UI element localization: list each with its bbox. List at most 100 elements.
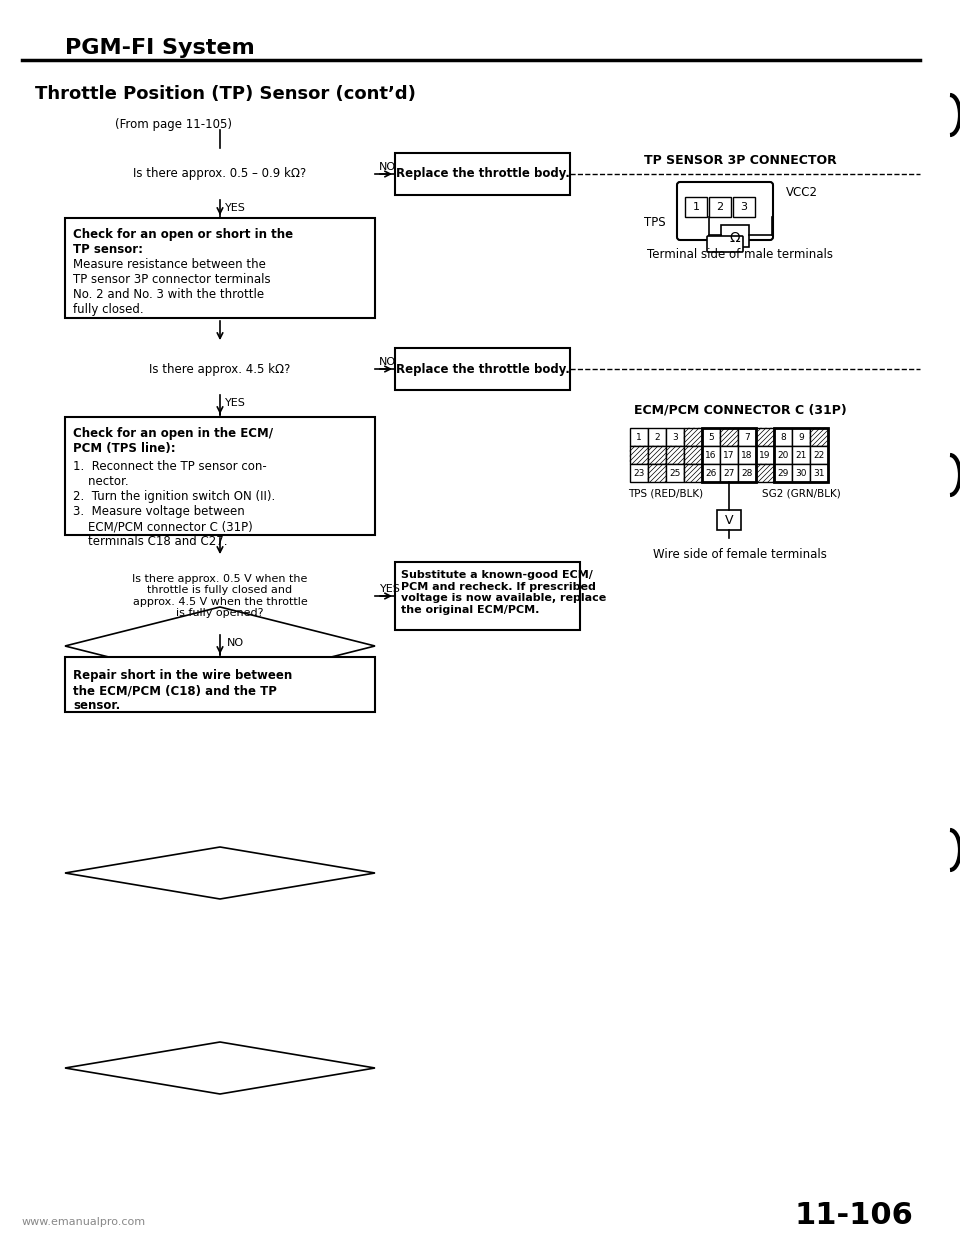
Text: YES: YES: [379, 584, 400, 594]
Polygon shape: [65, 1042, 375, 1094]
Bar: [702, 465, 720, 482]
Bar: [395, 561, 580, 630]
FancyBboxPatch shape: [707, 236, 743, 252]
Text: 1.  Reconnect the TP sensor con-
    nector.
2.  Turn the ignition switch ON (II: 1. Reconnect the TP sensor con- nector. …: [73, 460, 276, 548]
Text: 31: 31: [813, 468, 825, 477]
Text: 25: 25: [669, 468, 681, 477]
Text: Replace the throttle body.: Replace the throttle body.: [396, 363, 569, 375]
Text: Is there approx. 0.5 V when the
throttle is fully closed and
approx. 4.5 V when : Is there approx. 0.5 V when the throttle…: [132, 574, 308, 619]
Text: 11-106: 11-106: [795, 1201, 914, 1230]
Text: TP SENSOR 3P CONNECTOR: TP SENSOR 3P CONNECTOR: [643, 154, 836, 166]
Bar: [630, 465, 648, 482]
Text: Check for an open in the ECM/
PCM (TPS line):: Check for an open in the ECM/ PCM (TPS l…: [73, 427, 273, 455]
Bar: [666, 465, 684, 482]
Bar: [720, 446, 738, 465]
Bar: [774, 465, 792, 482]
Text: 18: 18: [741, 451, 753, 460]
Text: Repair short in the wire between
the ECM/PCM (C18) and the TP
sensor.: Repair short in the wire between the ECM…: [73, 669, 292, 712]
Bar: [630, 428, 648, 446]
Text: TPS (RED/BLK): TPS (RED/BLK): [629, 489, 704, 499]
Bar: [792, 465, 810, 482]
Text: Substitute a known-good ECM/
PCM and recheck. If prescribed
voltage is now avail: Substitute a known-good ECM/ PCM and rec…: [401, 570, 607, 615]
Bar: [648, 465, 666, 482]
Bar: [648, 446, 666, 465]
Bar: [666, 428, 684, 446]
Text: 3: 3: [740, 202, 748, 212]
Bar: [756, 446, 774, 465]
Text: NO: NO: [227, 638, 244, 648]
Bar: [709, 197, 731, 217]
Text: SG2 (GRN/BLK): SG2 (GRN/BLK): [761, 489, 840, 499]
Text: PGM-FI System: PGM-FI System: [65, 39, 254, 58]
Text: Is there approx. 4.5 kΩ?: Is there approx. 4.5 kΩ?: [150, 363, 291, 375]
Bar: [648, 428, 666, 446]
Text: 22: 22: [813, 451, 825, 460]
Bar: [810, 446, 828, 465]
Bar: [395, 348, 570, 390]
Bar: [733, 197, 755, 217]
Text: V: V: [725, 513, 733, 527]
Bar: [720, 465, 738, 482]
Bar: [774, 428, 792, 446]
Text: Throttle Position (TP) Sensor (cont’d): Throttle Position (TP) Sensor (cont’d): [35, 84, 416, 103]
Bar: [684, 446, 702, 465]
Polygon shape: [65, 847, 375, 899]
Text: 17: 17: [723, 451, 734, 460]
Text: Terminal side of male terminals: Terminal side of male terminals: [647, 248, 833, 262]
Text: 20: 20: [778, 451, 789, 460]
Text: 19: 19: [759, 451, 771, 460]
Bar: [666, 446, 684, 465]
Bar: [630, 446, 648, 465]
Text: Check for an open or short in the
TP sensor:: Check for an open or short in the TP sen…: [73, 229, 293, 256]
Bar: [685, 197, 707, 217]
Bar: [738, 465, 756, 482]
Bar: [756, 428, 774, 446]
Text: 8: 8: [780, 432, 786, 441]
Bar: [738, 428, 756, 446]
Bar: [792, 446, 810, 465]
Text: 1: 1: [692, 202, 700, 212]
Bar: [756, 465, 774, 482]
Text: YES: YES: [225, 397, 246, 409]
Text: 29: 29: [778, 468, 789, 477]
Text: ECM/PCM CONNECTOR C (31P): ECM/PCM CONNECTOR C (31P): [634, 404, 847, 416]
Text: VCC2: VCC2: [786, 186, 818, 200]
Text: NO: NO: [378, 161, 396, 171]
Text: 16: 16: [706, 451, 717, 460]
Text: 21: 21: [795, 451, 806, 460]
Text: (From page 11-105): (From page 11-105): [115, 118, 232, 130]
Text: Measure resistance between the
TP sensor 3P connector terminals
No. 2 and No. 3 : Measure resistance between the TP sensor…: [73, 258, 271, 315]
Bar: [702, 428, 720, 446]
Text: 5: 5: [708, 432, 714, 441]
Text: 27: 27: [723, 468, 734, 477]
Text: 23: 23: [634, 468, 645, 477]
Text: Replace the throttle body.: Replace the throttle body.: [396, 168, 569, 180]
Bar: [65, 219, 375, 318]
Text: 7: 7: [744, 432, 750, 441]
Bar: [810, 428, 828, 446]
Text: Ω: Ω: [730, 231, 740, 245]
Text: 9: 9: [798, 432, 804, 441]
Bar: [395, 153, 570, 195]
Bar: [684, 428, 702, 446]
Text: 3: 3: [672, 432, 678, 441]
Bar: [65, 417, 375, 535]
Text: 1: 1: [636, 432, 642, 441]
Bar: [717, 510, 741, 530]
Bar: [792, 428, 810, 446]
Bar: [738, 446, 756, 465]
Bar: [810, 465, 828, 482]
FancyBboxPatch shape: [677, 183, 773, 240]
Bar: [720, 428, 738, 446]
Text: 30: 30: [795, 468, 806, 477]
Text: 2: 2: [716, 202, 724, 212]
Bar: [684, 465, 702, 482]
Text: 28: 28: [741, 468, 753, 477]
Bar: [702, 428, 756, 482]
Text: NO: NO: [378, 356, 396, 366]
Bar: [65, 657, 375, 712]
Polygon shape: [65, 607, 375, 686]
Bar: [774, 446, 792, 465]
Text: TPS: TPS: [644, 216, 666, 230]
Bar: [774, 428, 828, 482]
